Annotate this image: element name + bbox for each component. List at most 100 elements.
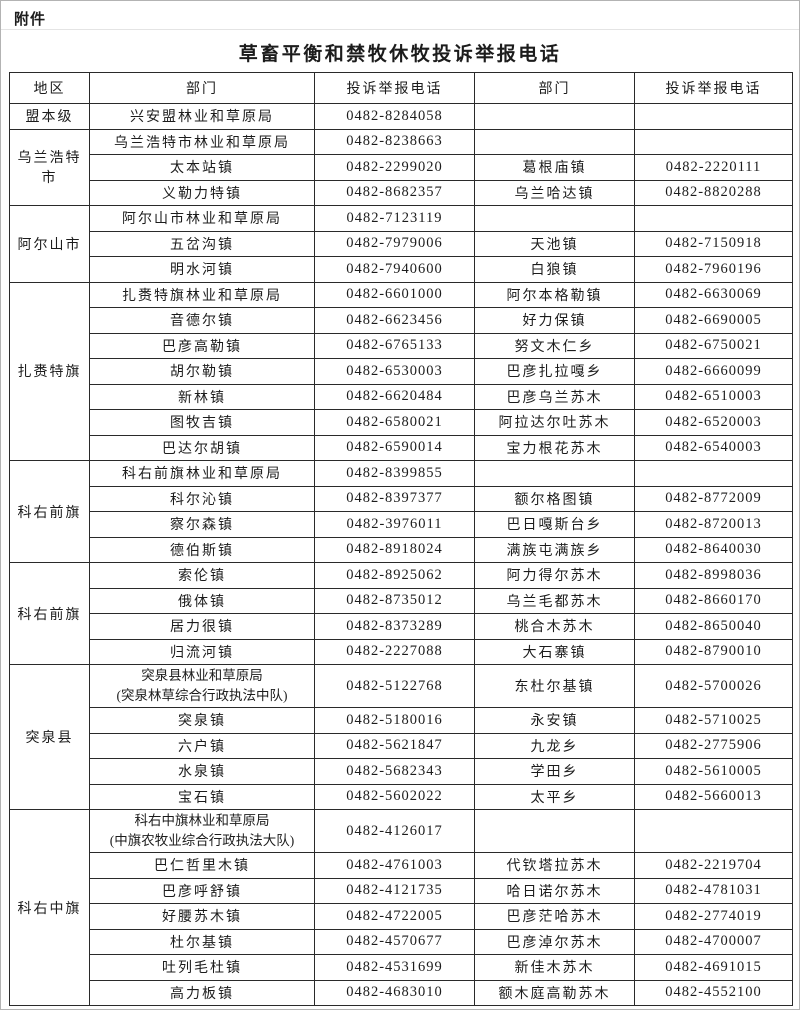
department-cell: 巴彦乌兰苏木 xyxy=(474,383,635,410)
phone-cell: 0482-2299020 xyxy=(314,154,475,181)
department-cell: 巴彦扎拉嘎乡 xyxy=(474,358,635,385)
department-cell: 阿拉达尔吐苏木 xyxy=(474,409,635,436)
phone-table: 地区 部门 投诉举报电话 部门 投诉举报电话 盟本级 兴安盟林业和草原局 0482-… xyxy=(9,72,793,1006)
phone-cell: 0482-5180016 xyxy=(314,707,475,734)
phone-cell: 0482-4683010 xyxy=(314,979,475,1006)
table-row: 五岔沟镇 0482-7979006 天池镇 0482-7150918 xyxy=(10,230,793,257)
page-title: 草畜平衡和禁牧休牧投诉举报电话 xyxy=(238,44,562,65)
department-cell: 哈日诺尔苏木 xyxy=(474,877,635,904)
phone-cell: 0482-8820288 xyxy=(634,179,793,206)
phone-cell: 0482-5621847 xyxy=(314,732,475,759)
phone-cell: 0482-4552100 xyxy=(634,979,793,1006)
table-row: 察尔森镇 0482-3976011 巴日嘎斯台乡 0482-8720013 xyxy=(10,511,793,538)
region-cell: 盟本级 xyxy=(9,103,90,130)
phone-cell: 0482-8238663 xyxy=(314,128,475,155)
phone-cell: 0482-6690005 xyxy=(634,307,793,334)
phone-cell: 0482-3976011 xyxy=(314,511,475,538)
table-row: 音德尔镇 0482-6623456 好力保镇 0482-6690005 xyxy=(10,307,793,334)
department-cell: 扎赉特旗林业和草原局 xyxy=(89,281,315,308)
department-cell xyxy=(474,809,635,853)
department-cell xyxy=(474,460,635,487)
phone-cell: 0482-4761003 xyxy=(314,852,475,879)
phone-cell: 0482-7960196 xyxy=(634,256,793,283)
phone-cell: 0482-4121735 xyxy=(314,877,475,904)
phone-cell: 0482-2774019 xyxy=(634,903,793,930)
phone-cell: 0482-8772009 xyxy=(634,485,793,512)
department-cell: 科右中旗林业和草原局 (中旗农牧业综合行政执法大队) xyxy=(89,809,315,853)
department-cell: 阿尔山市林业和草原局 xyxy=(89,205,315,232)
department-cell: 好力保镇 xyxy=(474,307,635,334)
table-row: 高力板镇 0482-4683010 额木庭高勒苏木 0482-4552100 xyxy=(10,979,793,1006)
region-cell: 科右中旗 xyxy=(9,809,90,1006)
department-cell: 水泉镇 xyxy=(89,758,315,785)
table-row: 巴达尔胡镇 0482-6590014 宝力根花苏木 0482-6540003 xyxy=(10,434,793,461)
department-cell: 宝石镇 xyxy=(89,783,315,810)
table-row: 图牧吉镇 0482-6580021 阿拉达尔吐苏木 0482-6520003 xyxy=(10,409,793,436)
department-cell: 乌兰毛都苏木 xyxy=(474,587,635,614)
department-cell: 东杜尔基镇 xyxy=(474,664,635,708)
attachment-label: 附件 xyxy=(14,12,47,28)
table-row: 明水河镇 0482-7940600 白狼镇 0482-7960196 xyxy=(10,256,793,283)
column-header-department-2: 部门 xyxy=(474,72,635,104)
department-cell: 归流河镇 xyxy=(89,638,315,665)
department-cell: 阿力得尔苏木 xyxy=(474,562,635,589)
department-cell: 巴彦茫哈苏木 xyxy=(474,903,635,930)
phone-cell: 0482-8790010 xyxy=(634,638,793,665)
department-cell: 新林镇 xyxy=(89,383,315,410)
table-row: 新林镇 0482-6620484 巴彦乌兰苏木 0482-6510003 xyxy=(10,383,793,410)
department-cell: 巴彦呼舒镇 xyxy=(89,877,315,904)
table-header-row: 地区 部门 投诉举报电话 部门 投诉举报电话 xyxy=(9,72,793,104)
department-cell: 额尔格图镇 xyxy=(474,485,635,512)
department-cell xyxy=(474,103,635,130)
phone-cell: 0482-7123119 xyxy=(314,205,475,232)
department-cell: 桃合木苏木 xyxy=(474,613,635,640)
table-row: 六户镇 0482-5621847 九龙乡 0482-2775906 xyxy=(10,732,793,759)
phone-cell: 0482-5710025 xyxy=(634,707,793,734)
phone-cell: 0482-6765133 xyxy=(314,332,475,359)
phone-cell: 0482-4531699 xyxy=(314,954,475,981)
phone-cell: 0482-4700007 xyxy=(634,928,793,955)
department-cell: 额木庭高勒苏木 xyxy=(474,979,635,1006)
phone-cell xyxy=(634,103,793,130)
phone-cell: 0482-8399855 xyxy=(314,460,475,487)
department-cell: 五岔沟镇 xyxy=(89,230,315,257)
phone-cell: 0482-8682357 xyxy=(314,179,475,206)
phone-cell: 0482-4126017 xyxy=(314,809,475,853)
department-cell: 天池镇 xyxy=(474,230,635,257)
department-cell: 图牧吉镇 xyxy=(89,409,315,436)
phone-cell: 0482-6510003 xyxy=(634,383,793,410)
department-cell: 德伯斯镇 xyxy=(89,536,315,563)
department-cell: 明水河镇 xyxy=(89,256,315,283)
phone-cell: 0482-2220111 xyxy=(634,154,793,181)
department-cell: 杜尔基镇 xyxy=(89,928,315,955)
phone-cell: 0482-2227088 xyxy=(314,638,475,665)
department-cell: 突泉县林业和草原局 (突泉林草综合行政执法中队) xyxy=(89,664,315,708)
department-cell: 代钦塔拉苏木 xyxy=(474,852,635,879)
department-cell: 努文木仁乡 xyxy=(474,332,635,359)
table-row: 巴彦呼舒镇 0482-4121735 哈日诺尔苏木 0482-4781031 xyxy=(10,877,793,904)
phone-cell: 0482-8998036 xyxy=(634,562,793,589)
department-cell: 索伦镇 xyxy=(89,562,315,589)
phone-cell: 0482-6580021 xyxy=(314,409,475,436)
department-cell: 科尔沁镇 xyxy=(89,485,315,512)
phone-cell: 0482-8640030 xyxy=(634,536,793,563)
table-row: 德伯斯镇 0482-8918024 满族屯满族乡 0482-8640030 xyxy=(10,536,793,563)
phone-cell: 0482-2775906 xyxy=(634,732,793,759)
phone-cell: 0482-8373289 xyxy=(314,613,475,640)
table-row: 科尔沁镇 0482-8397377 额尔格图镇 0482-8772009 xyxy=(10,485,793,512)
phone-cell: 0482-7940600 xyxy=(314,256,475,283)
region-cell: 科右前旗 xyxy=(9,562,90,665)
phone-cell: 0482-7150918 xyxy=(634,230,793,257)
department-cell: 永安镇 xyxy=(474,707,635,734)
phone-cell: 0482-5660013 xyxy=(634,783,793,810)
phone-cell: 0482-8660170 xyxy=(634,587,793,614)
phone-table-body: 盟本级 兴安盟林业和草原局 0482-8284058 乌兰浩特市 乌兰浩特市林业和草原局… xyxy=(9,103,793,1006)
department-cell: 宝力根花苏木 xyxy=(474,434,635,461)
department-cell: 察尔森镇 xyxy=(89,511,315,538)
department-cell: 巴彦淖尔苏木 xyxy=(474,928,635,955)
phone-cell: 0482-8284058 xyxy=(314,103,475,130)
phone-cell: 0482-4781031 xyxy=(634,877,793,904)
department-cell xyxy=(474,205,635,232)
table-row: 太本站镇 0482-2299020 葛根庙镇 0482-2220111 xyxy=(10,154,793,181)
